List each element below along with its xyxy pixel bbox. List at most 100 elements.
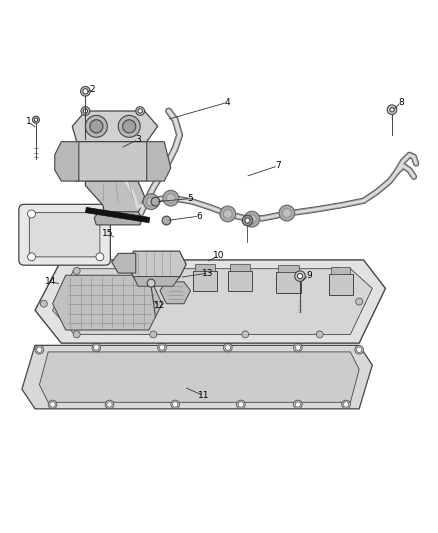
Polygon shape — [160, 282, 191, 304]
Text: 5: 5 — [187, 194, 194, 203]
Circle shape — [40, 300, 47, 307]
Circle shape — [105, 400, 114, 409]
Text: 4: 4 — [225, 98, 230, 107]
Circle shape — [245, 218, 250, 223]
Polygon shape — [127, 251, 186, 278]
Circle shape — [143, 194, 159, 209]
Circle shape — [387, 105, 397, 115]
Circle shape — [295, 345, 300, 350]
Text: 9: 9 — [306, 271, 312, 280]
Text: 6: 6 — [196, 212, 202, 221]
Circle shape — [242, 215, 253, 226]
Circle shape — [223, 209, 232, 219]
Text: 8: 8 — [398, 98, 404, 107]
Circle shape — [107, 402, 112, 407]
Circle shape — [96, 253, 104, 261]
Circle shape — [295, 402, 300, 407]
Polygon shape — [39, 352, 359, 402]
Polygon shape — [53, 275, 162, 330]
Polygon shape — [85, 207, 150, 223]
Circle shape — [147, 197, 155, 206]
Circle shape — [162, 216, 171, 225]
Circle shape — [136, 107, 145, 115]
Text: 3: 3 — [135, 135, 141, 144]
Polygon shape — [94, 212, 142, 225]
FancyBboxPatch shape — [276, 272, 301, 293]
Polygon shape — [35, 260, 385, 343]
Circle shape — [92, 343, 101, 352]
Circle shape — [342, 400, 350, 409]
Polygon shape — [85, 181, 145, 223]
Polygon shape — [53, 269, 372, 334]
Text: 14: 14 — [45, 277, 56, 286]
FancyBboxPatch shape — [278, 265, 299, 272]
Circle shape — [85, 115, 107, 138]
Circle shape — [316, 331, 323, 338]
Text: 11: 11 — [198, 391, 209, 400]
FancyBboxPatch shape — [195, 264, 215, 271]
Circle shape — [83, 109, 88, 113]
FancyBboxPatch shape — [230, 264, 250, 271]
Circle shape — [123, 120, 136, 133]
Circle shape — [73, 268, 80, 274]
Circle shape — [83, 88, 88, 94]
Circle shape — [159, 345, 165, 350]
FancyBboxPatch shape — [328, 274, 353, 295]
Polygon shape — [55, 142, 79, 181]
Circle shape — [295, 271, 305, 281]
Circle shape — [48, 400, 57, 409]
Circle shape — [293, 343, 302, 352]
FancyBboxPatch shape — [331, 268, 350, 274]
Circle shape — [151, 197, 160, 206]
Circle shape — [81, 107, 90, 115]
Circle shape — [334, 268, 341, 274]
FancyBboxPatch shape — [19, 204, 110, 265]
Circle shape — [390, 108, 394, 112]
Circle shape — [90, 120, 103, 133]
Circle shape — [343, 402, 349, 407]
Circle shape — [118, 115, 140, 138]
Circle shape — [356, 298, 363, 305]
Circle shape — [32, 116, 39, 123]
Circle shape — [237, 400, 245, 409]
Circle shape — [81, 86, 90, 96]
Circle shape — [166, 194, 175, 203]
Circle shape — [150, 331, 157, 338]
Text: 12: 12 — [154, 302, 166, 310]
Polygon shape — [147, 142, 171, 181]
Polygon shape — [68, 142, 158, 181]
Circle shape — [28, 210, 35, 218]
Circle shape — [293, 400, 302, 409]
Polygon shape — [72, 111, 158, 142]
Circle shape — [279, 205, 295, 221]
Text: 13: 13 — [202, 269, 214, 278]
Circle shape — [242, 331, 249, 338]
Circle shape — [355, 345, 364, 354]
Text: 1: 1 — [25, 117, 32, 126]
Circle shape — [35, 345, 44, 354]
Circle shape — [357, 347, 362, 352]
Polygon shape — [112, 253, 136, 273]
Text: 10: 10 — [213, 251, 225, 260]
Circle shape — [150, 265, 157, 272]
Circle shape — [94, 345, 99, 350]
Circle shape — [28, 253, 35, 261]
FancyBboxPatch shape — [193, 271, 217, 290]
Circle shape — [34, 118, 38, 122]
Circle shape — [173, 402, 178, 407]
Circle shape — [171, 400, 180, 409]
Circle shape — [220, 206, 236, 222]
FancyBboxPatch shape — [228, 271, 252, 290]
Circle shape — [242, 265, 249, 272]
Text: 15: 15 — [102, 229, 113, 238]
FancyBboxPatch shape — [29, 213, 100, 257]
Text: 7: 7 — [275, 161, 281, 170]
Circle shape — [158, 343, 166, 352]
Text: 2: 2 — [89, 85, 95, 94]
Circle shape — [283, 209, 291, 217]
Circle shape — [238, 402, 244, 407]
Circle shape — [37, 347, 42, 352]
Polygon shape — [134, 277, 180, 286]
Circle shape — [147, 279, 155, 287]
Circle shape — [73, 331, 80, 338]
